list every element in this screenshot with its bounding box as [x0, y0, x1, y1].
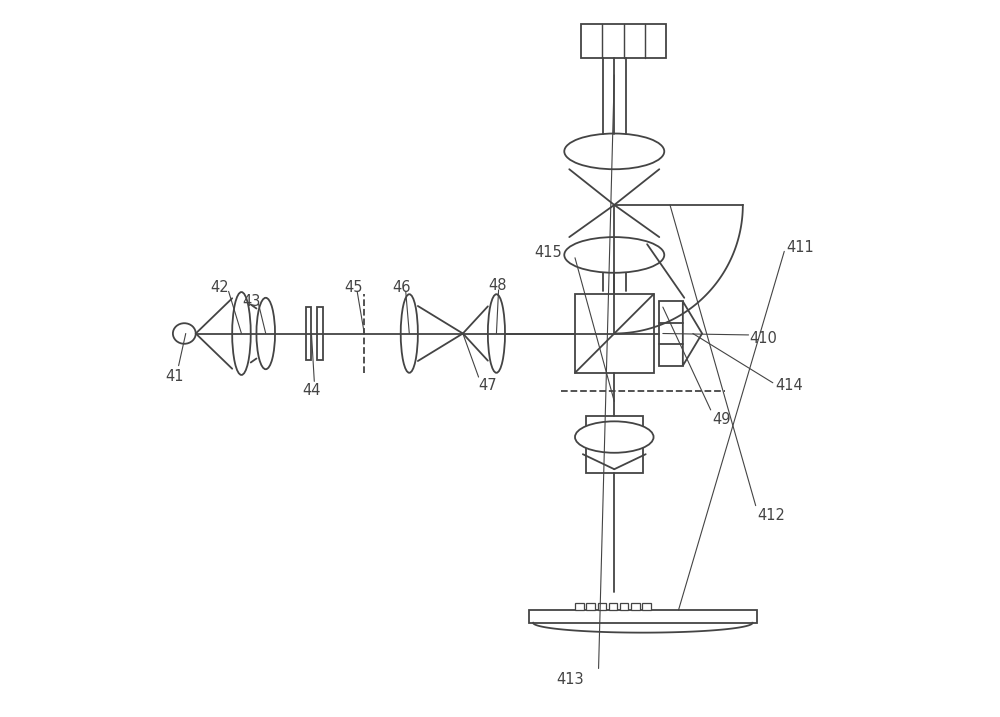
Bar — [575, 603, 584, 610]
Bar — [529, 610, 757, 623]
Bar — [586, 603, 595, 610]
Text: 41: 41 — [166, 369, 184, 384]
Bar — [609, 603, 617, 610]
Bar — [575, 294, 654, 373]
Ellipse shape — [232, 292, 251, 375]
Bar — [581, 24, 666, 58]
Text: 47: 47 — [479, 378, 497, 393]
Text: 413: 413 — [556, 673, 584, 688]
Polygon shape — [683, 301, 702, 366]
Ellipse shape — [575, 422, 654, 452]
Bar — [620, 603, 628, 610]
Text: 45: 45 — [344, 280, 363, 295]
Ellipse shape — [401, 294, 418, 373]
Text: 414: 414 — [775, 378, 803, 393]
Text: 49: 49 — [712, 412, 731, 427]
Text: 48: 48 — [489, 278, 507, 293]
Text: 44: 44 — [302, 383, 321, 398]
Bar — [317, 307, 323, 360]
Bar — [642, 603, 651, 610]
Text: 411: 411 — [786, 240, 814, 255]
Bar — [631, 603, 640, 610]
Text: 415: 415 — [534, 245, 562, 260]
Ellipse shape — [173, 323, 196, 343]
Text: 412: 412 — [757, 508, 785, 523]
Ellipse shape — [564, 133, 664, 169]
Text: 43: 43 — [242, 294, 261, 309]
Bar — [586, 416, 643, 473]
Text: 46: 46 — [392, 280, 411, 295]
Text: 410: 410 — [749, 331, 777, 346]
Ellipse shape — [256, 298, 275, 369]
Bar — [306, 307, 311, 360]
Bar — [659, 301, 683, 366]
Ellipse shape — [564, 237, 664, 272]
Ellipse shape — [488, 294, 505, 373]
Bar — [598, 603, 606, 610]
Text: 42: 42 — [211, 280, 229, 295]
